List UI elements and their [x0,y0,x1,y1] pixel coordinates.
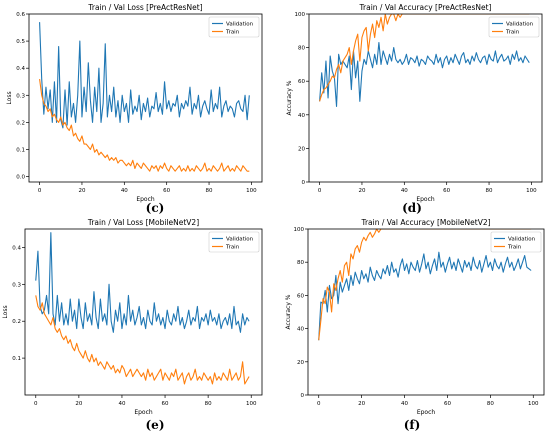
legend: Validation Train [490,231,542,253]
x-tick-label: 80 [487,401,494,407]
y-tick-label: 0 [302,180,306,186]
x-tick-label: 100 [526,188,537,194]
x-tick-label: 0 [318,188,322,194]
x-tick-label: 100 [528,401,539,407]
legend-label-validation: Validation [226,22,254,28]
x-tick-label: 0 [317,401,321,407]
x-tick-label: 20 [358,401,365,407]
legend: Validation Train [208,16,260,38]
y-tick-label: 20 [298,146,305,152]
legend-label-train: Train [505,30,520,36]
y-axis-label: Loss [6,91,13,104]
chart-mobilenet-loss: Train / Val Loss [MobileNetV2] 0 20 40 60 80 1… [2,218,263,432]
legend-label-validation: Validation [226,237,254,243]
series-line-train [319,14,530,102]
panel-caption: (e) [146,418,165,432]
plot-frame [24,228,263,396]
x-tick-label: 60 [162,401,169,407]
y-tick-label: 20 [297,360,304,366]
series-line-train [318,229,532,341]
chart-title: Train / Val Loss [PreActResNet] [87,3,202,12]
series-line-train [39,78,250,172]
x-tick-label: 60 [443,188,450,194]
x-axis-label: Epoch [416,196,435,203]
series-line-validation [318,251,532,341]
y-tick-label: 40 [297,327,304,333]
y-tick-label: 0.4 [16,66,25,72]
y-tick-label: 0.2 [12,319,21,325]
legend-label-train: Train [225,245,240,251]
x-tick-label: 40 [401,188,408,194]
chart-title: Train / Val Accuracy [MobileNetV2] [360,218,490,227]
y-axis-label: Loss [2,305,9,318]
legend-label-validation: Validation [506,22,534,28]
y-tick-label: 0.3 [16,93,25,99]
plot-frame [28,13,263,183]
x-tick-label: 80 [205,401,212,407]
y-tick-label: 80 [298,46,305,52]
plot-frame [307,228,545,396]
x-axis-label: Epoch [136,196,155,203]
y-tick-label: 0.1 [16,147,25,153]
x-axis-label: Epoch [134,409,153,416]
panel-caption: (d) [402,201,422,215]
chart-preact-loss: Train / Val Loss [PreActResNet] 0 20 40 60 80… [6,3,263,215]
x-tick-label: 20 [358,188,365,194]
x-tick-label: 40 [401,401,408,407]
x-tick-label: 80 [486,188,493,194]
legend-label-validation: Validation [508,237,536,243]
y-tick-label: 0.1 [12,356,21,362]
y-tick-label: 0.5 [16,39,25,45]
x-tick-label: 40 [121,188,128,194]
y-tick-label: 100 [295,12,306,18]
y-tick-label: 60 [298,79,305,85]
plot-frame [308,13,543,183]
legend: Validation Train [208,231,260,253]
x-tick-label: 20 [78,188,85,194]
series-line-validation [39,22,250,129]
y-tick-label: 100 [294,227,305,233]
y-tick-label: 0 [301,393,305,399]
legend: Validation Train [488,16,540,38]
y-tick-label: 80 [297,260,304,266]
x-tick-label: 20 [75,401,82,407]
x-tick-label: 80 [206,188,213,194]
panel-caption: (f) [404,418,421,432]
chart-title: Train / Val Loss [MobileNetV2] [87,218,199,227]
y-tick-label: 40 [298,113,305,119]
series-line-train [35,295,250,385]
chart-mobilenet-accuracy: Train / Val Accuracy [MobileNetV2] 0 20 40 6… [285,218,545,432]
x-tick-label: 60 [444,401,451,407]
y-tick-label: 0.3 [12,282,21,288]
series-line-validation [319,42,530,107]
y-axis-label: Accuracy % [286,80,293,115]
panel-caption: (c) [146,201,165,215]
x-tick-label: 40 [118,401,125,407]
y-tick-label: 60 [297,293,304,299]
chart-preact-accuracy: Train / Val Accuracy [PreActResNet] 0 20 40… [286,3,543,215]
y-tick-label: 0.2 [16,120,25,126]
y-tick-label: 0.0 [16,175,25,181]
chart-title: Train / Val Accuracy [PreActResNet] [359,3,492,12]
x-axis-label: Epoch [417,409,436,416]
x-tick-label: 0 [38,188,42,194]
legend-label-train: Train [225,30,240,36]
x-tick-label: 0 [34,401,38,407]
series-line-validation [35,232,250,333]
x-tick-label: 100 [246,188,257,194]
y-tick-label: 0.4 [12,245,21,251]
x-tick-label: 60 [163,188,170,194]
x-tick-label: 100 [246,401,257,407]
legend-label-train: Train [507,245,522,251]
y-tick-label: 0.6 [16,12,25,18]
y-axis-label: Accuracy % [285,294,292,329]
